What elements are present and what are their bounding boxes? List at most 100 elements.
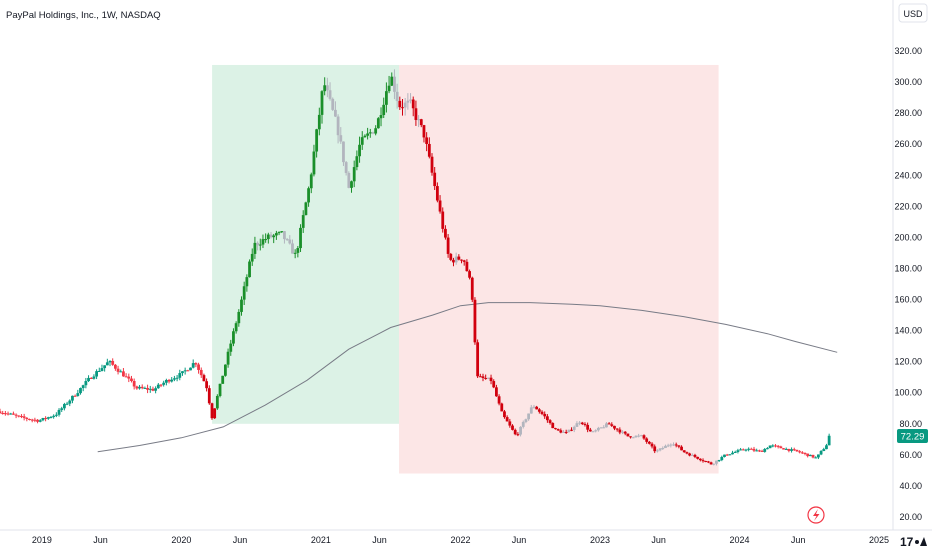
candle-body [822,449,826,451]
candle-body [621,431,624,433]
candle-body [677,445,681,447]
candle-body [339,135,343,142]
tradingview-logo[interactable]: 17 [897,534,929,550]
candle-body [54,414,58,416]
candle-body [170,379,174,382]
candle-body [197,364,200,370]
candle-body [178,373,182,378]
candle-body [274,233,278,236]
time-tick-label: 2021 [311,535,331,545]
candle-body [371,132,375,134]
candle-body [382,104,386,116]
candle-body [331,98,335,110]
candle-body [232,331,235,344]
candle-body [181,371,184,374]
candle-body [387,85,391,92]
candle-body [57,409,61,415]
candle-body [250,253,254,262]
candle-body [0,411,2,414]
candle-body [588,429,592,432]
candle-body [116,368,120,372]
price-tick-label: 200.00 [894,232,922,242]
candle-body [210,403,214,419]
candle-body [465,261,469,272]
candle-body [478,376,482,378]
candle-body [25,417,29,419]
candle-body [312,151,316,175]
candle-body [470,277,474,300]
candle-body [49,416,53,418]
time-tick-label: Jun [233,535,248,545]
candle-body [280,231,284,233]
candle-body [444,228,447,238]
candle-body [140,386,144,389]
candle-body [460,259,463,261]
candle-body [545,416,549,421]
candle-body [342,141,345,163]
candle-body [52,415,56,417]
candle-body [427,143,431,157]
candle-body [143,387,147,389]
candle-body [747,448,751,450]
candle-body [390,76,394,86]
candle-body [293,252,297,254]
candle-body [374,128,378,134]
candle-body [242,286,246,300]
candle-body [347,172,351,188]
candle-body [486,377,490,379]
candle-body [84,381,88,386]
time-axis[interactable]: 2019 Jun 2020 Jun 2021 Jun 2022 Jun 2023 Jun 2024 J… [32,535,889,545]
candle-body [524,419,528,422]
candle-body [602,427,606,429]
candle-body [132,381,136,387]
candle-body [578,422,581,424]
candle-body [682,450,686,453]
candle-body [240,299,243,312]
candle-body [277,232,281,234]
price-tick-label: 40.00 [899,481,922,491]
candle-body [749,448,753,450]
candle-body [825,445,828,450]
candle-body [752,448,756,451]
candle-body [272,235,276,238]
candle-body [221,375,225,384]
candle-body [17,415,21,417]
candle-body [454,256,458,263]
price-tick-label: 80.00 [899,419,922,429]
candle-body [269,234,273,238]
candle-body [623,431,627,434]
time-tick-label: 2019 [32,535,52,545]
lightning-icon[interactable] [807,506,825,524]
candle-body [690,454,694,456]
candle-body [307,188,310,203]
candle-body [792,449,796,451]
candle-body [790,449,793,451]
candle-body [167,379,171,382]
candle-body [419,119,423,126]
candle-body [441,211,445,229]
candle-body [723,454,726,457]
candle-body [358,144,361,157]
candle-body [720,456,724,461]
candle-body [613,425,616,429]
candle-body [363,135,367,138]
currency-button[interactable]: USD [898,3,928,23]
candle-body [717,460,721,462]
candle-body [664,445,667,449]
candle-body [564,431,568,433]
candle-body [379,115,383,119]
candle-body [795,449,799,452]
candle-body [71,395,74,401]
candle-body [146,387,149,390]
candle-body [650,443,654,447]
price-axis[interactable]: 20.00 40.00 60.00 80.00 100.00 120.00 140.00 16… [894,46,922,522]
candle-body [403,102,407,108]
candle-body [414,108,418,120]
candle-body [215,395,219,409]
candle-body [368,132,372,134]
chart-title: PayPal Holdings, Inc., 1W, NASDAQ [6,10,161,21]
shaded-zones [212,64,719,474]
candle-body [776,445,780,447]
candle-body [680,446,683,451]
